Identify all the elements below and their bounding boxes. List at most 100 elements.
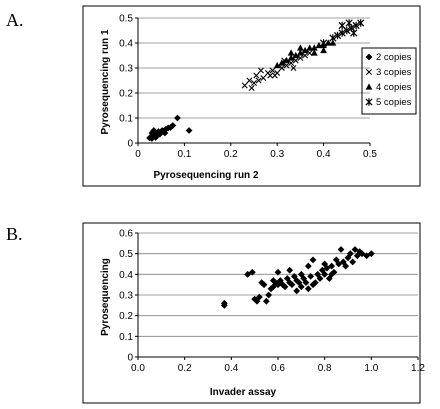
panel-b-point — [297, 283, 305, 291]
panel-a-x-tick-label: 0.4 — [317, 149, 331, 160]
panel-b-point — [293, 287, 301, 295]
panel-a-point — [248, 85, 255, 91]
panel-a-point — [320, 46, 327, 54]
panel-b-point — [358, 250, 366, 258]
panel-a-point — [267, 72, 274, 79]
panel-a-point — [338, 21, 346, 30]
panel-a-point — [310, 44, 318, 51]
panel-a-point — [169, 122, 177, 129]
panel-b-point — [220, 299, 228, 307]
panel-b-point — [300, 275, 308, 282]
panel-a-point — [333, 31, 342, 40]
panel-a-point — [292, 51, 300, 59]
panel-b-y-tick-label: 0.5 — [119, 249, 133, 260]
panel-b-x-tick-label: 0.4 — [224, 363, 238, 374]
panel-a-tick-labels: 0 0.1 0.2 0.3 0.4 0.5 0 0.1 0.2 0.3 0.4 0.5 — [119, 14, 377, 161]
legend-label: 3 copies — [376, 67, 412, 78]
panel-b-points — [220, 246, 375, 309]
panel-a-point — [350, 29, 358, 37]
panel-a-point — [329, 34, 337, 42]
panel-a-point — [253, 72, 260, 79]
panel-a-point — [290, 65, 297, 71]
legend-marker — [365, 53, 373, 61]
panel-b-tick-labels: 0 0.1 0.2 0.3 0.4 0.5 0.6 0.0 0.2 0.4 0.6 0.8 1.0 1.2 — [119, 229, 425, 375]
panel-a-legend: 2 copies 3 copies 4 copies 5 copies — [361, 47, 417, 115]
panel-a-point — [185, 127, 193, 134]
panel-b-label: B. — [6, 224, 23, 244]
panel-b-point — [342, 262, 350, 270]
panel-a-point — [345, 19, 353, 27]
panel-a-y-tick-label: 0.5 — [119, 14, 133, 25]
panel-a-frame — [82, 5, 421, 187]
panel-a-point — [271, 72, 278, 79]
panel-b-point — [309, 256, 317, 264]
panel-a-points — [146, 19, 365, 142]
panel-a-point — [241, 82, 248, 89]
panel-b-x-axis-title: Invader assay — [210, 387, 277, 398]
panel-a-x-tick-label: 0.2 — [224, 149, 238, 160]
panel-a-point — [287, 54, 295, 61]
legend-label: 2 copies — [376, 52, 412, 63]
panel-a-y-tick-label: 0.4 — [119, 39, 133, 50]
legend-label: 4 copies — [376, 82, 412, 93]
panel-b-point — [274, 268, 282, 276]
panel-a: A. 0 0.1 0.2 0.3 0.4 0.5 0 0.1 0.2 0.3 0.4 0.5 Pyro… — [6, 5, 421, 187]
panel-b-x-tick-label: 0.6 — [271, 363, 285, 374]
panel-a-point — [324, 39, 332, 46]
panel-b-point — [349, 258, 357, 266]
panel-a-point — [174, 114, 181, 122]
panel-b-point — [255, 293, 263, 301]
panel-a-y-tick-label: 0.3 — [119, 64, 133, 75]
panel-a-point — [152, 134, 160, 141]
panel-b-point — [281, 283, 289, 291]
panel-b-y-axis-title: Pyrosequencing — [100, 258, 111, 336]
panel-a-point — [148, 135, 156, 142]
panel-b-point — [337, 246, 345, 253]
panel-a-point — [278, 65, 285, 71]
panel-b-y-tick-label: 0.3 — [119, 291, 133, 302]
panel-b-point — [367, 250, 375, 258]
panel-a-point — [283, 56, 290, 64]
panel-b-point — [328, 270, 336, 278]
panel-a-point — [288, 60, 295, 66]
panel-a-point — [283, 62, 290, 69]
panel-a-point — [329, 39, 337, 46]
panel-a-point — [306, 44, 314, 51]
panel-a-point — [273, 61, 281, 69]
panel-b: B. 0 0.1 0.2 0.3 0.4 0.5 0.6 0.0 0.2 0.4 0.6 0.8 1.0… — [6, 222, 425, 404]
panel-b-point — [321, 270, 329, 278]
panel-b-y-tick-label: 0.6 — [119, 229, 133, 240]
panel-b-x-tick-label: 1.0 — [364, 363, 378, 374]
panel-b-frame — [82, 222, 421, 404]
panel-a-label: A. — [6, 10, 24, 30]
panel-a-point — [287, 49, 295, 56]
panel-a-point — [269, 67, 276, 74]
panel-a-point — [251, 80, 257, 86]
panel-a-point — [161, 129, 169, 137]
panel-b-point — [265, 291, 273, 299]
panel-a-point — [319, 39, 328, 47]
panel-a-y-tick-label: 0.1 — [119, 114, 133, 125]
panel-b-gridlines — [135, 232, 419, 360]
panel-b-point — [248, 268, 256, 276]
panel-b-point — [304, 285, 312, 293]
panel-a-point — [150, 127, 158, 134]
panel-a-point — [246, 77, 253, 84]
panel-a-point — [257, 67, 264, 74]
panel-a-point — [297, 55, 304, 61]
panel-a-x-tick-label: 0.3 — [270, 149, 284, 160]
panel-b-point — [335, 260, 343, 268]
panel-b-point — [253, 297, 261, 305]
panel-b-point — [286, 266, 294, 274]
panel-a-point — [278, 59, 286, 66]
panel-b-y-tick-label: 0.2 — [119, 311, 133, 322]
panel-b-x-tick-label: 1.2 — [411, 363, 425, 374]
panel-b-x-tick-label: 0.0 — [131, 363, 145, 374]
legend-marker — [365, 98, 373, 106]
panel-a-point — [301, 46, 309, 54]
panel-a-point — [352, 21, 360, 30]
panel-b-y-tick-label: 0.1 — [119, 332, 133, 343]
legend-marker — [366, 69, 372, 75]
panel-b-point — [302, 279, 310, 286]
